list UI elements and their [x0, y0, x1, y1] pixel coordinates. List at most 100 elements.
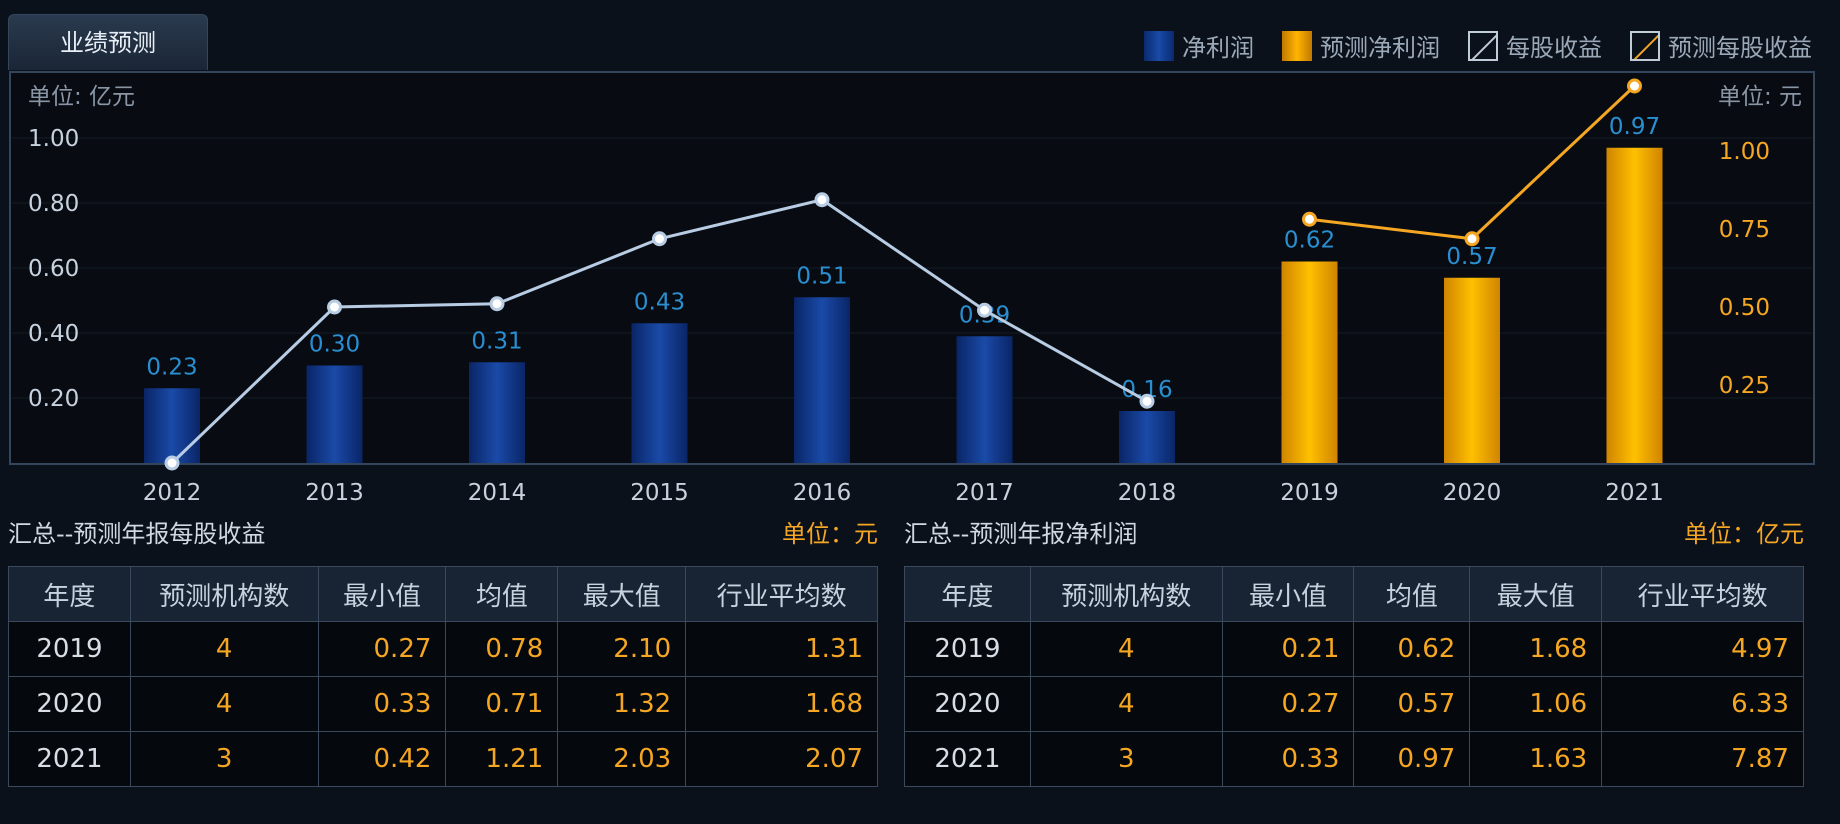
- cell-mean: 0.62: [1353, 621, 1471, 677]
- col-header: 预测机构数: [129, 566, 319, 622]
- table-row: 2021 3 0.42 1.21 2.03 2.07: [8, 731, 878, 787]
- cell-count: 4: [1029, 676, 1223, 732]
- table-row: 2019 4 0.21 0.62 1.68 4.97: [904, 621, 1804, 677]
- bar-2018[interactable]: [1119, 411, 1175, 463]
- legend-label: 预测每股收益: [1668, 34, 1812, 62]
- right-tick-label: 0.25: [1719, 373, 1770, 399]
- bar-2021[interactable]: [1606, 147, 1663, 463]
- chart-legend: 净利润 预测净利润 每股收益 预测每股收益: [1144, 28, 1812, 63]
- line-point-2015[interactable]: [652, 231, 667, 247]
- right-unit-label: 单位: 元: [1718, 84, 1802, 110]
- line-point-2018[interactable]: [1139, 393, 1155, 409]
- cell-min: 0.42: [317, 731, 447, 787]
- col-header: 最小值: [317, 566, 447, 622]
- x-tick-label: 2013: [305, 480, 364, 506]
- table-row: 2020 4 0.33 0.71 1.32 1.68: [8, 676, 878, 732]
- line-point-2020[interactable]: [1464, 231, 1480, 247]
- bar-2013[interactable]: [306, 365, 363, 464]
- bar-2015[interactable]: [631, 323, 688, 463]
- bar-2016[interactable]: [794, 297, 850, 463]
- cell-industry-avg: 1.68: [685, 676, 878, 732]
- cell-min: 0.33: [317, 676, 447, 732]
- tab-earnings-forecast[interactable]: 业绩预测: [8, 14, 208, 70]
- cell-year: 2019: [904, 621, 1031, 677]
- bar-value-label: 0.57: [1446, 244, 1497, 270]
- cell-mean: 0.57: [1353, 676, 1471, 732]
- line-point-2021[interactable]: [1627, 78, 1642, 94]
- cell-year: 2020: [8, 676, 131, 732]
- x-tick-label: 2021: [1605, 480, 1664, 506]
- col-header: 预测机构数: [1029, 566, 1223, 622]
- net-profit-swatch-icon: [1144, 30, 1174, 61]
- x-tick-label: 2012: [143, 480, 202, 506]
- earnings-chart: 单位: 亿元 单位: 元 0.20 0.40 0.60 0.80 1.00 0.25 0.…: [9, 71, 1815, 506]
- cell-industry-avg: 6.33: [1601, 676, 1804, 732]
- cell-min: 0.27: [317, 621, 447, 677]
- x-tick-label: 2016: [793, 480, 852, 506]
- cell-year: 2021: [904, 731, 1031, 787]
- line-point-2017[interactable]: [977, 302, 992, 318]
- col-header: 最小值: [1221, 566, 1355, 622]
- cell-mean: 0.78: [445, 621, 559, 677]
- cell-min: 0.21: [1221, 621, 1355, 677]
- left-tick-label: 0.40: [28, 321, 79, 347]
- bar-2019[interactable]: [1281, 261, 1338, 464]
- col-header: 最大值: [557, 566, 687, 622]
- col-header: 行业平均数: [1601, 566, 1804, 622]
- right-tick-label: 0.50: [1719, 295, 1770, 321]
- bar-2017[interactable]: [956, 336, 1013, 463]
- cell-industry-avg: 7.87: [1601, 731, 1804, 787]
- line-point-2019[interactable]: [1302, 211, 1317, 227]
- bar-value-label: 0.30: [309, 332, 360, 358]
- col-header: 最大值: [1469, 566, 1603, 622]
- cell-industry-avg: 1.31: [685, 621, 878, 677]
- cell-industry-avg: 4.97: [1601, 621, 1804, 677]
- eps-table-title: 汇总--预测年报每股收益: [8, 520, 266, 548]
- cell-min: 0.33: [1221, 731, 1355, 787]
- cell-max: 2.10: [557, 621, 687, 677]
- eps-forecast-table: 年度 预测机构数 最小值 均值 最大值 行业平均数 2019 4 0.27 0.…: [8, 566, 878, 787]
- left-unit-label: 单位: 亿元: [28, 84, 135, 110]
- cell-mean: 0.97: [1353, 731, 1471, 787]
- bar-value-label: 0.62: [1284, 228, 1335, 254]
- x-tick-label: 2018: [1118, 480, 1177, 506]
- bar-value-label: 0.43: [634, 289, 685, 315]
- line-point-2016[interactable]: [814, 192, 830, 208]
- legend-eps[interactable]: 每股收益: [1468, 28, 1602, 63]
- col-header: 均值: [1353, 566, 1471, 622]
- line-point-2012[interactable]: [164, 455, 180, 471]
- legend-net-profit[interactable]: 净利润: [1144, 28, 1254, 63]
- x-tick-label: 2014: [468, 480, 527, 506]
- col-header: 行业平均数: [685, 566, 878, 622]
- table-row: 2020 4 0.27 0.57 1.06 6.33: [904, 676, 1804, 732]
- cell-mean: 0.71: [445, 676, 559, 732]
- table-header-row: 年度 预测机构数 最小值 均值 最大值 行业平均数: [8, 566, 878, 622]
- legend-forecast-net-profit[interactable]: 预测净利润: [1282, 28, 1440, 63]
- legend-forecast-eps[interactable]: 预测每股收益: [1630, 28, 1812, 63]
- cell-count: 3: [129, 731, 319, 787]
- net-profit-forecast-table: 年度 预测机构数 最小值 均值 最大值 行业平均数 2019 4 0.21 0.…: [904, 566, 1804, 787]
- bar-value-label: 0.97: [1609, 114, 1660, 140]
- cell-max: 1.06: [1469, 676, 1603, 732]
- profit-table-title: 汇总--预测年报净利润: [904, 520, 1138, 548]
- left-tick-label: 1.00: [28, 126, 79, 152]
- cell-min: 0.27: [1221, 676, 1355, 732]
- bar-2014[interactable]: [469, 362, 525, 463]
- cell-industry-avg: 2.07: [685, 731, 878, 787]
- left-tick-label: 0.60: [28, 256, 79, 282]
- bar-2012[interactable]: [144, 388, 200, 463]
- x-tick-label: 2015: [630, 480, 689, 506]
- profit-table-unit: 单位：亿元: [1684, 520, 1804, 548]
- line-point-2014[interactable]: [489, 296, 505, 312]
- right-tick-label: 1.00: [1719, 139, 1770, 165]
- col-header: 年度: [8, 566, 131, 622]
- forecast-eps-line-swatch-icon: [1630, 30, 1660, 61]
- col-header: 年度: [904, 566, 1031, 622]
- bar-2020[interactable]: [1444, 277, 1500, 463]
- line-point-2013[interactable]: [327, 299, 342, 315]
- eps-table-unit: 单位：元: [782, 520, 878, 548]
- table-row: 2019 4 0.27 0.78 2.10 1.31: [8, 621, 878, 677]
- col-header: 均值: [445, 566, 559, 622]
- table-row: 2021 3 0.33 0.97 1.63 7.87: [904, 731, 1804, 787]
- legend-label: 净利润: [1182, 34, 1254, 62]
